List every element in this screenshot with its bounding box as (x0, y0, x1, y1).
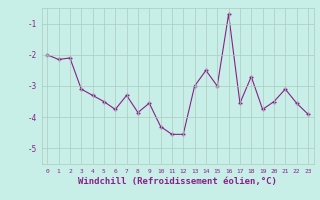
X-axis label: Windchill (Refroidissement éolien,°C): Windchill (Refroidissement éolien,°C) (78, 177, 277, 186)
